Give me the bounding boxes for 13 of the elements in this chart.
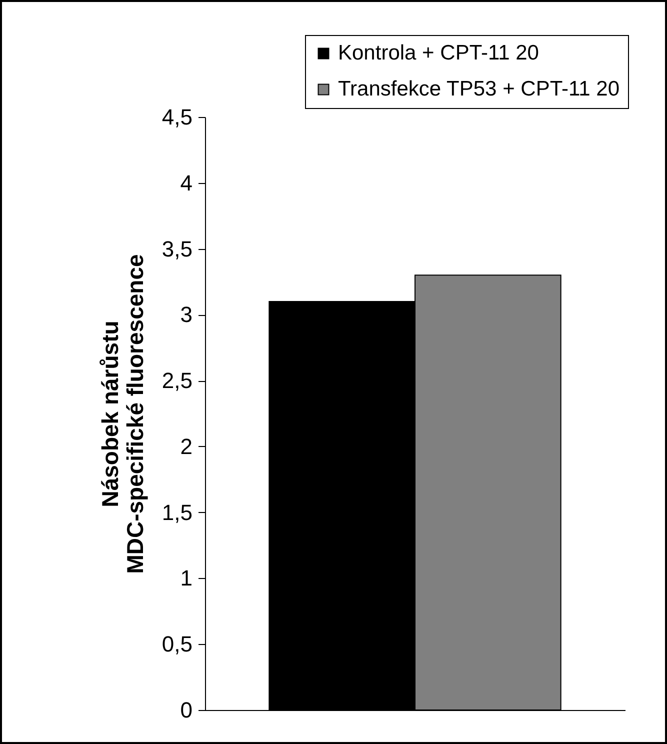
y-tick-label: 2: [180, 434, 192, 459]
y-tick-label: 0: [180, 698, 192, 722]
y-tick-label: 4: [180, 170, 192, 196]
y-tick-label: 3,5: [162, 236, 192, 262]
y-tick-label: 4,5: [162, 104, 192, 130]
y-tick-label: 3: [180, 302, 192, 328]
legend-label: Transfekce TP53 + CPT-11 20: [338, 78, 620, 100]
legend-label: Kontrola + CPT-11 20: [338, 42, 539, 64]
y-tick-label: 2,5: [162, 368, 192, 394]
y-tick-label: 0,5: [162, 632, 192, 657]
y-tick-label: 1: [180, 566, 192, 591]
y-axis-title: Násobek nárůstu MDC-specifické fluorescence: [96, 254, 148, 574]
y-tick-label: 1,5: [162, 500, 192, 525]
